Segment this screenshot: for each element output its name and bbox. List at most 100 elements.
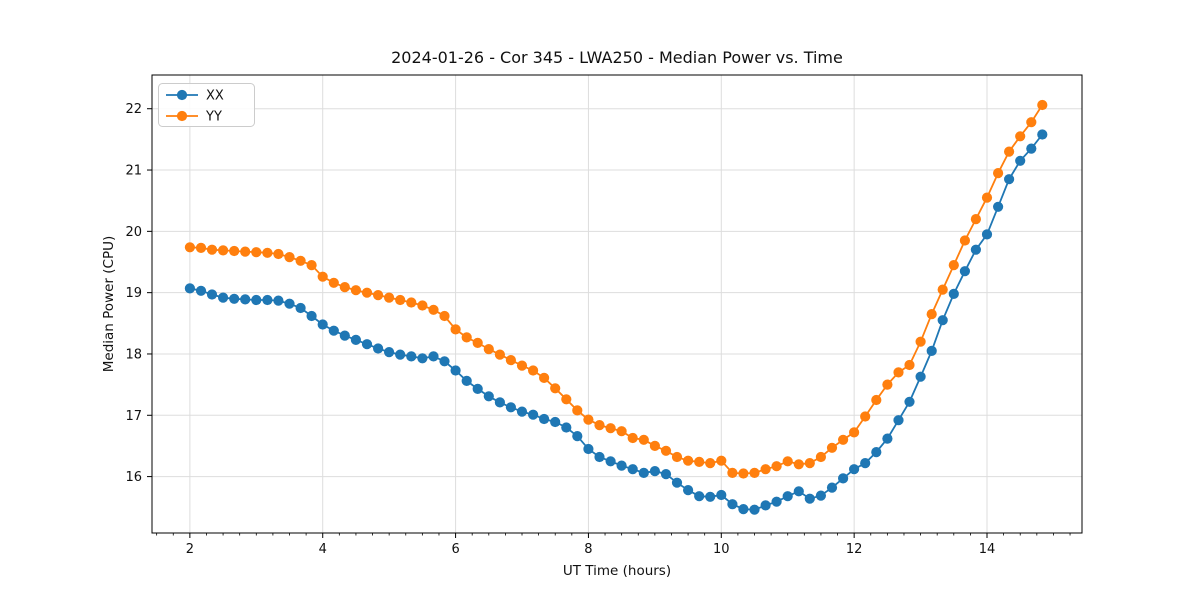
data-series: [184, 99, 1048, 515]
data-point: [594, 451, 605, 463]
data-point: [494, 349, 505, 360]
x-tick-label: 14: [979, 542, 996, 557]
axis-ticks: 2 4 6 8 10 12 14 16 17 18 19 20 21 22: [125, 102, 1071, 557]
data-point: [849, 464, 860, 475]
data-point: [384, 347, 395, 358]
data-point: [206, 289, 218, 300]
y-tick-label: 19: [125, 286, 142, 301]
data-point: [572, 431, 583, 442]
data-point: [727, 499, 738, 510]
data-point: [472, 383, 483, 394]
data-point: [295, 302, 306, 314]
data-point: [627, 432, 638, 444]
grid-lines: [152, 75, 1082, 533]
data-point: [993, 201, 1004, 212]
data-point: [494, 397, 505, 408]
data-point: [317, 271, 328, 282]
data-point: [206, 244, 218, 255]
y-tick-label: 20: [125, 225, 142, 240]
data-point: [251, 294, 262, 306]
data-point: [384, 292, 395, 303]
data-point: [915, 336, 926, 347]
data-point: [284, 298, 295, 309]
data-point: [937, 315, 948, 326]
data-point: [771, 496, 782, 507]
data-point: [251, 247, 262, 258]
x-tick-label: 2: [186, 542, 194, 557]
data-point: [671, 477, 683, 488]
data-point: [317, 319, 328, 330]
x-tick-label: 10: [713, 542, 730, 557]
data-point: [727, 467, 738, 478]
data-point: [229, 293, 240, 304]
data-point: [815, 451, 827, 463]
data-point: [505, 355, 516, 366]
data-point: [683, 485, 694, 496]
data-point: [417, 300, 428, 311]
data-point: [539, 413, 550, 425]
data-point: [671, 451, 683, 463]
data-point: [705, 491, 716, 502]
data-point: [1037, 99, 1048, 111]
data-point: [472, 337, 483, 348]
data-point: [184, 242, 195, 253]
legend-marker: [176, 110, 188, 122]
data-point: [395, 349, 406, 360]
y-tick-label: 18: [125, 347, 142, 362]
data-point: [826, 482, 838, 493]
data-point: [804, 493, 815, 504]
data-point: [1026, 143, 1037, 154]
data-point: [660, 445, 672, 456]
data-point: [915, 371, 926, 382]
data-point: [539, 372, 550, 383]
data-point: [616, 426, 627, 437]
series-XX: [184, 129, 1048, 515]
y-tick-label: 22: [125, 102, 142, 117]
data-point: [550, 416, 561, 428]
data-point: [904, 396, 915, 407]
data-point: [1037, 129, 1048, 140]
y-tick-label: 17: [125, 409, 142, 424]
data-point: [240, 294, 251, 305]
series-YY: [184, 99, 1048, 479]
data-point: [306, 310, 317, 322]
data-point: [516, 406, 528, 417]
data-point: [826, 442, 838, 453]
data-point: [1026, 117, 1037, 128]
data-point: [516, 360, 528, 371]
data-point: [406, 351, 417, 362]
series-XX-line: [189, 133, 1044, 511]
data-point: [583, 443, 594, 455]
x-axis-label: UT Time (hours): [563, 563, 671, 579]
data-point: [450, 365, 461, 376]
data-point: [882, 379, 893, 390]
data-point: [439, 356, 450, 367]
data-point: [683, 455, 694, 466]
data-point: [328, 277, 339, 288]
data-point: [660, 469, 672, 480]
legend: XX YY: [158, 83, 255, 127]
x-tick-label: 4: [319, 542, 327, 557]
data-point: [694, 491, 705, 502]
data-point: [804, 458, 815, 469]
series-YY-line: [189, 104, 1044, 475]
x-tick-label: 6: [451, 542, 459, 557]
data-point: [505, 402, 516, 413]
legend-item-YY: YY: [166, 110, 222, 125]
data-point: [1015, 131, 1026, 142]
data-point: [328, 325, 339, 336]
data-point: [273, 248, 284, 260]
data-point: [638, 434, 649, 445]
data-point: [893, 415, 904, 426]
data-point: [195, 285, 207, 296]
data-point: [904, 359, 915, 371]
data-point: [361, 339, 373, 350]
data-point: [229, 245, 240, 257]
data-point: [528, 409, 539, 420]
data-point: [295, 255, 306, 266]
data-point: [649, 440, 661, 451]
data-point: [373, 343, 384, 354]
series-YY-markers: [184, 99, 1048, 479]
data-point: [605, 423, 616, 434]
